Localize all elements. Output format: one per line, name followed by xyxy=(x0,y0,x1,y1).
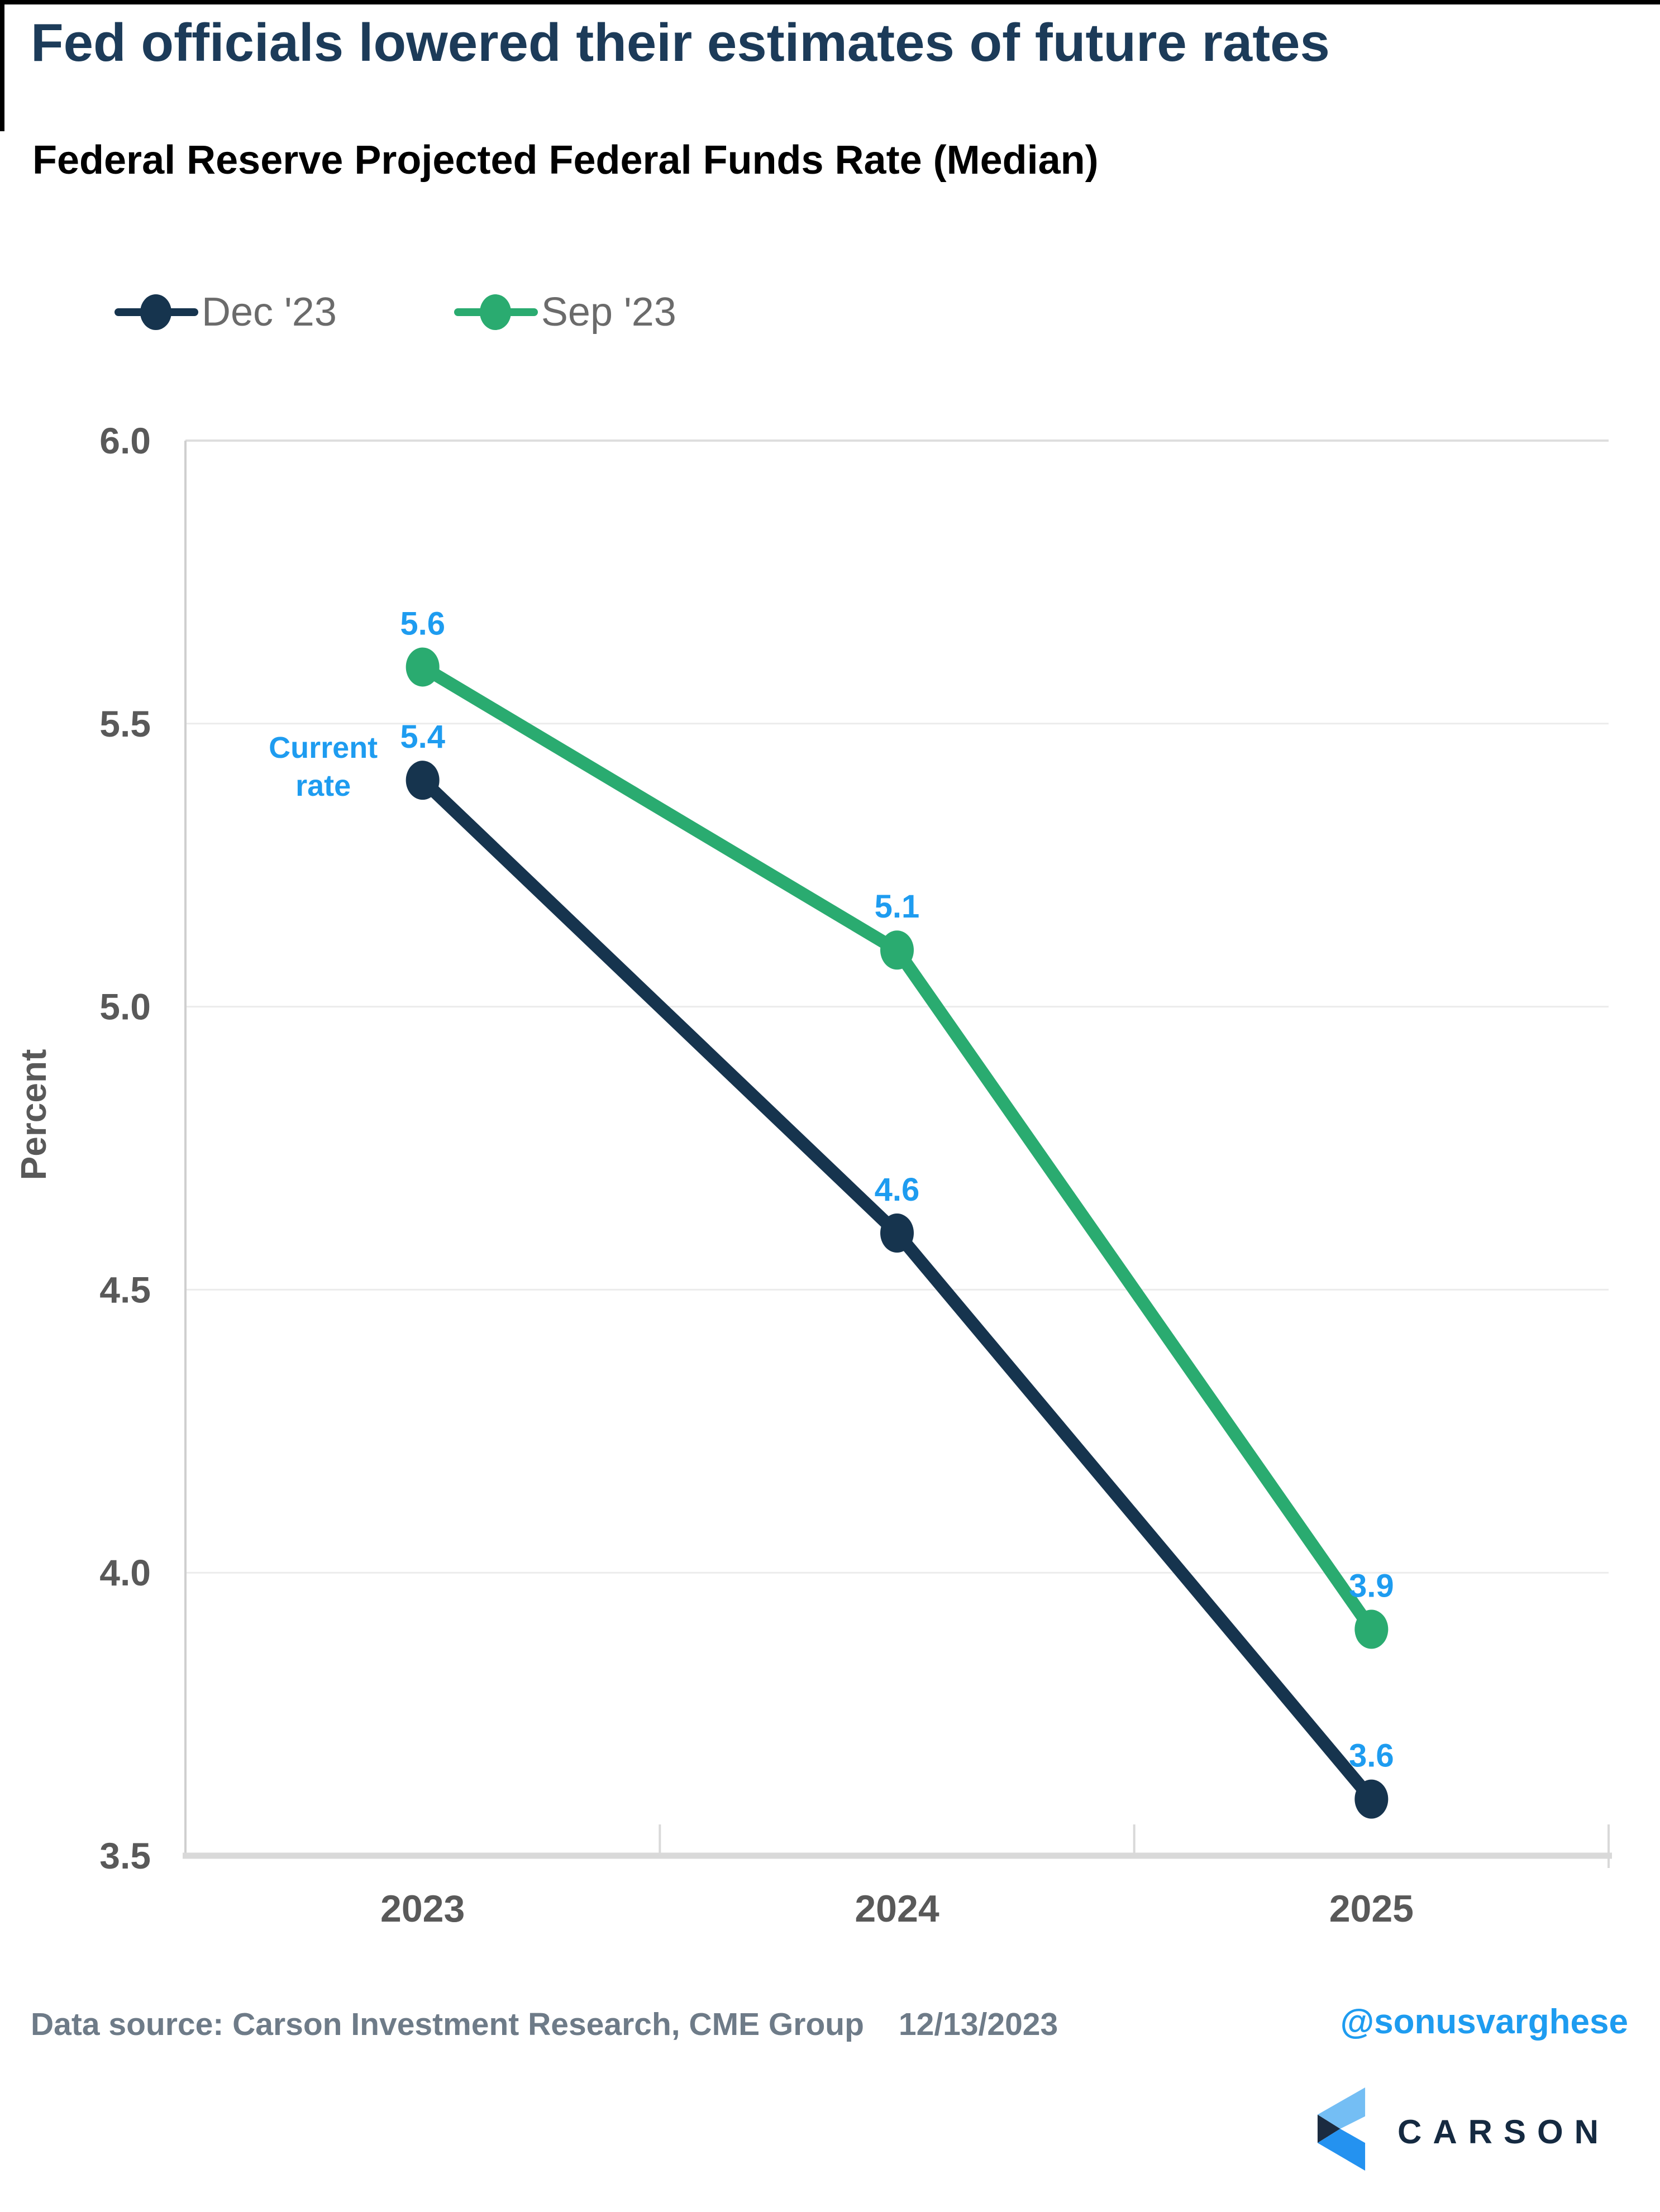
chart-legend: Dec '23 Sep '23 xyxy=(115,289,676,335)
y-tick-label: 5.0 xyxy=(99,986,151,1028)
data-point xyxy=(406,761,440,800)
data-point-label: 4.6 xyxy=(875,1172,920,1208)
y-tick-label: 3.5 xyxy=(99,1835,151,1876)
data-point xyxy=(406,647,440,687)
carson-logo: CARSON xyxy=(1317,2087,1610,2172)
data-point xyxy=(1354,1779,1389,1819)
y-tick-label: 5.5 xyxy=(99,703,151,744)
data-point xyxy=(880,1214,914,1253)
y-tick-label: 4.0 xyxy=(99,1552,151,1593)
current-rate-annotation: Current rate xyxy=(269,731,378,802)
series-dec-23: 5.4 4.6 3.6 xyxy=(400,719,1394,1819)
sep-23-legend-marker-icon xyxy=(454,293,538,332)
series-line xyxy=(416,660,1378,1636)
data-point-label: 5.1 xyxy=(875,888,920,925)
top-border-line xyxy=(0,0,1660,4)
data-point-label: 3.6 xyxy=(1349,1738,1394,1774)
dec-23-legend-dot xyxy=(140,294,171,330)
dec-23-legend-marker-icon xyxy=(115,293,198,332)
legend-label-dec-23: Dec '23 xyxy=(202,290,337,335)
sep-23-legend-dot xyxy=(479,294,511,330)
series-sep-23: 5.6 5.1 3.9 xyxy=(400,605,1394,1649)
legend-label-sep-23: Sep '23 xyxy=(541,290,676,335)
legend-item-sep-23: Sep '23 xyxy=(454,289,676,335)
left-border-line xyxy=(0,0,4,131)
data-point-label: 3.9 xyxy=(1349,1568,1394,1604)
data-point-label: 5.6 xyxy=(400,605,445,642)
data-source-text: Data source: Carson Investment Research,… xyxy=(31,2006,1058,2043)
social-handle: @sonusvarghese xyxy=(1340,2003,1628,2041)
carson-logo-text: CARSON xyxy=(1397,2113,1610,2151)
data-point-label: 5.4 xyxy=(400,719,445,755)
y-tick-label: 4.5 xyxy=(99,1269,151,1310)
chart-date: 12/13/2023 xyxy=(898,2006,1058,2042)
y-tick-label: 6.0 xyxy=(99,420,151,461)
y-axis-title: Percent xyxy=(13,1049,54,1181)
carson-logo-icon xyxy=(1317,2087,1366,2171)
legend-item-dec-23: Dec '23 xyxy=(115,289,337,335)
data-point xyxy=(1354,1609,1389,1649)
x-tick-label: 2023 xyxy=(380,1888,465,1930)
data-source-label: Data source: Carson Investment Research,… xyxy=(31,2006,864,2042)
x-tick-label: 2024 xyxy=(855,1888,939,1930)
data-point xyxy=(880,930,914,970)
y-gridlines xyxy=(185,439,1609,1574)
chart-subtitle: Federal Reserve Projected Federal Funds … xyxy=(32,138,1099,183)
line-chart: 6.0 5.5 5.0 4.5 4.0 3.5 2023 2024 2025 Percent 5.4… xyxy=(13,420,1612,1930)
page-title: Fed officials lowered their estimates of… xyxy=(31,13,1330,73)
x-tick-label: 2025 xyxy=(1329,1888,1414,1930)
